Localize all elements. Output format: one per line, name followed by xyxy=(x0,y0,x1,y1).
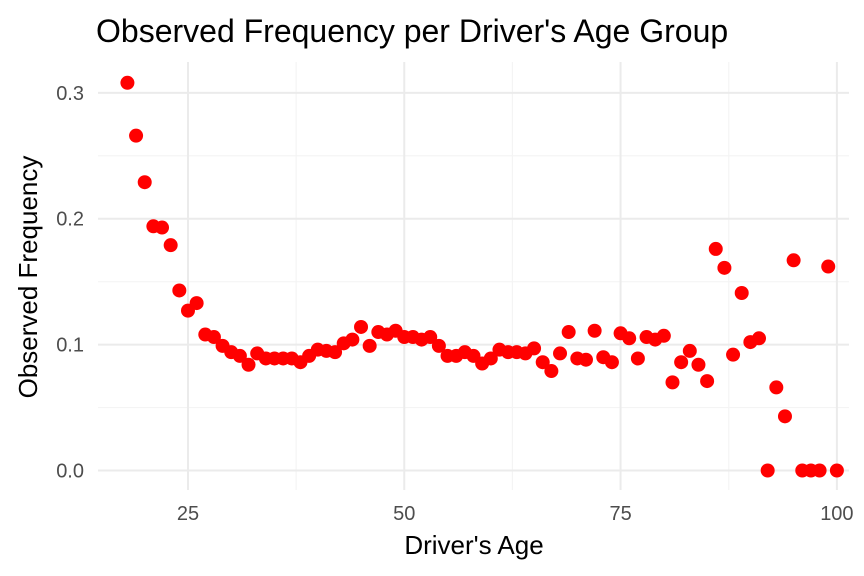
x-tick-label: 25 xyxy=(177,503,199,525)
data-point xyxy=(821,259,836,274)
data-point xyxy=(129,128,144,143)
x-axis-title: Driver's Age xyxy=(404,530,543,560)
data-point xyxy=(674,355,689,370)
data-point xyxy=(708,241,723,256)
y-tick-label: 0.0 xyxy=(56,460,84,482)
data-point xyxy=(717,260,732,275)
data-point xyxy=(155,220,170,235)
data-point xyxy=(172,283,187,298)
data-point xyxy=(777,409,792,424)
data-point xyxy=(189,296,204,311)
data-point xyxy=(232,348,247,363)
data-point xyxy=(483,351,498,366)
data-point xyxy=(760,463,775,478)
data-point xyxy=(752,331,767,346)
data-point xyxy=(734,285,749,300)
data-point xyxy=(682,343,697,358)
data-point xyxy=(345,332,360,347)
data-point xyxy=(423,330,438,345)
data-point xyxy=(561,325,576,340)
data-point xyxy=(431,338,446,353)
y-axis-title: Observed Frequency xyxy=(13,156,43,399)
data-point xyxy=(691,357,706,372)
x-tick-label: 100 xyxy=(820,503,853,525)
data-point xyxy=(354,319,369,334)
data-point xyxy=(578,352,593,367)
data-point xyxy=(630,351,645,366)
y-tick-label: 0.1 xyxy=(56,335,84,357)
data-point xyxy=(829,463,844,478)
data-point xyxy=(137,175,152,190)
data-point xyxy=(535,355,550,370)
data-point xyxy=(362,338,377,353)
y-tick-label: 0.3 xyxy=(56,83,84,105)
grid-lines xyxy=(98,62,849,490)
data-point xyxy=(163,238,178,253)
data-point xyxy=(700,374,715,389)
data-point xyxy=(241,357,256,372)
data-point xyxy=(656,328,671,343)
data-point xyxy=(786,253,801,268)
data-point xyxy=(604,355,619,370)
data-point xyxy=(527,341,542,356)
data-point xyxy=(553,346,568,361)
y-tick-labels: 0.0 0.1 0.2 0.3 xyxy=(56,83,84,483)
data-point xyxy=(726,347,741,362)
data-point xyxy=(206,330,221,345)
data-point xyxy=(587,323,602,338)
x-tick-label: 75 xyxy=(609,503,631,525)
data-point xyxy=(544,364,559,379)
x-tick-label: 50 xyxy=(393,503,415,525)
data-point xyxy=(665,375,680,390)
data-point xyxy=(769,380,784,395)
chart-title: Observed Frequency per Driver's Age Grou… xyxy=(96,13,728,49)
x-tick-labels: 25 50 75 100 xyxy=(177,503,854,525)
data-point xyxy=(120,75,135,90)
y-tick-label: 0.2 xyxy=(56,209,84,231)
data-point xyxy=(812,463,827,478)
data-point xyxy=(622,331,637,346)
data-points xyxy=(120,75,844,478)
data-point xyxy=(328,345,343,360)
